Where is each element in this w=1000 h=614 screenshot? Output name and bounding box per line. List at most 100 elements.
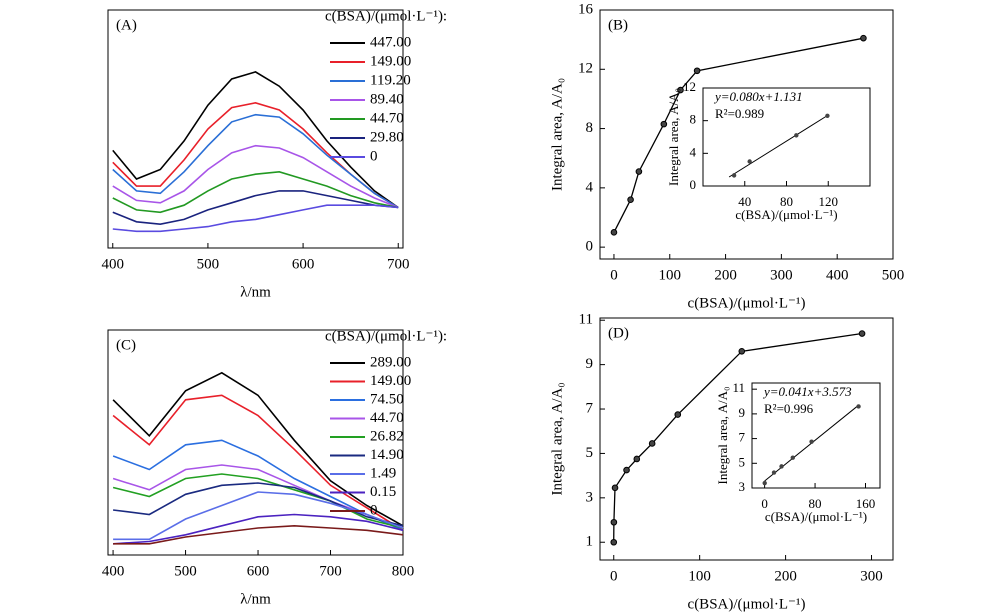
x-axis-title: λ/nm — [240, 284, 271, 300]
data-point — [693, 67, 701, 75]
x-tick-label: 500 — [197, 256, 220, 272]
data-point — [610, 538, 618, 546]
data-point — [660, 120, 668, 128]
plot-frame — [107, 9, 404, 249]
panel-label: (A) — [116, 17, 137, 33]
data-point — [648, 440, 656, 447]
data-point — [633, 455, 641, 463]
inset-point — [856, 404, 861, 409]
x-tick-label: 700 — [387, 256, 410, 272]
legend-title: c(BSA)/(μmol·L⁻¹): — [325, 328, 447, 344]
legend-label: 44.70 — [370, 410, 404, 426]
inset-point — [771, 470, 777, 475]
inset-point — [790, 455, 795, 460]
fit-line — [728, 114, 829, 178]
spectrum-line — [112, 190, 399, 226]
spectrum-line — [112, 170, 399, 214]
panel-label: (B) — [608, 17, 628, 33]
legend-label: 149.00 — [370, 53, 411, 69]
inset-point — [779, 464, 784, 469]
data-point — [610, 229, 618, 236]
panel-label: (C) — [116, 337, 136, 353]
legend-label: 0 — [370, 502, 378, 518]
y-tick-label: 5 — [739, 454, 746, 469]
x-tick-label: 120 — [819, 194, 839, 209]
spectrum-line — [113, 513, 404, 545]
x-tick-label: 400 — [102, 563, 125, 579]
data-point — [858, 330, 866, 337]
x-tick-label: 200 — [774, 568, 797, 584]
x-tick-label: 500 — [882, 267, 905, 283]
plot-frame — [107, 329, 404, 556]
data-point — [627, 196, 634, 204]
inset-point — [809, 439, 814, 444]
legend-title: c(BSA)/(μmol·L⁻¹): — [325, 8, 447, 24]
spectrum-line — [112, 204, 399, 233]
inset-point — [794, 133, 799, 138]
x-tick-label: 600 — [247, 563, 270, 579]
x-tick-label: 80 — [780, 194, 793, 209]
y-tick-label: 5 — [586, 445, 594, 461]
y-tick-label: 3 — [586, 489, 594, 505]
x-tick-label: 800 — [392, 563, 415, 579]
x-tick-label: 100 — [688, 568, 711, 584]
x-tick-label: 0 — [610, 568, 618, 584]
legend-label: 447.00 — [370, 34, 411, 50]
legend-label: 44.70 — [370, 110, 404, 126]
x-tick-label: 500 — [174, 563, 197, 579]
y-tick-label: 7 — [586, 400, 594, 416]
y-tick-label: 9 — [739, 405, 746, 420]
x-tick-label: 300 — [860, 568, 883, 584]
data-point — [623, 466, 630, 474]
y-tick-label: 11 — [579, 312, 593, 328]
y-tick-label: 7 — [739, 430, 746, 445]
plot-frame — [751, 382, 881, 489]
y-tick-label: 0 — [690, 177, 697, 192]
data-point — [635, 168, 643, 175]
x-axis-title: c(BSA)/(μmol·L⁻¹) — [688, 295, 806, 311]
fit-equation: y=0.041x+3.573 — [762, 384, 852, 399]
fit-r2: R²=0.989 — [715, 106, 764, 121]
legend-label: 289.00 — [370, 354, 411, 370]
x-tick-label: 200 — [714, 267, 737, 283]
y-tick-label: 8 — [586, 120, 594, 136]
x-tick-label: 40 — [738, 194, 751, 209]
x-axis-title: c(BSA)/(μmol·L⁻¹) — [765, 509, 867, 524]
y-tick-label: 4 — [586, 179, 594, 195]
inset-point — [825, 113, 830, 118]
x-tick-label: 700 — [319, 563, 342, 579]
legend-label: 0.15 — [370, 484, 396, 500]
data-point — [674, 411, 682, 418]
inset-point — [731, 173, 737, 178]
x-tick-label: 160 — [856, 496, 876, 511]
spectrum-line — [112, 144, 399, 209]
x-axis-title: c(BSA)/(μmol·L⁻¹) — [688, 596, 806, 612]
legend-label: 149.00 — [370, 373, 411, 389]
spectrum-line — [112, 394, 404, 531]
x-tick-label: 100 — [659, 267, 682, 283]
x-tick-label: 0 — [610, 267, 618, 283]
y-tick-label: 3 — [739, 479, 746, 494]
data-point — [677, 86, 684, 94]
data-point — [611, 484, 619, 492]
x-tick-label: 400 — [102, 256, 125, 272]
data-point — [860, 34, 867, 42]
y-tick-label: 12 — [683, 79, 696, 94]
panel-label: (D) — [608, 325, 629, 341]
y-tick-label: 12 — [578, 61, 593, 77]
y-tick-label: 0 — [586, 239, 594, 255]
legend-label: 14.90 — [370, 447, 404, 463]
y-tick-label: 4 — [690, 144, 697, 159]
fit-equation: y=0.080x+1.131 — [713, 89, 803, 104]
x-tick-label: 400 — [826, 267, 849, 283]
spectrum-line — [113, 482, 404, 527]
inset-point — [747, 159, 752, 164]
spectrum-line — [113, 524, 404, 545]
y-axis-title: Integral area, A/A₀ — [715, 386, 730, 484]
inset-point — [762, 480, 767, 486]
plot-frame — [599, 317, 894, 561]
spectrum-line — [112, 71, 399, 209]
legend-label: 29.80 — [370, 129, 404, 145]
y-axis-title: Integral area, A/A₀ — [666, 88, 681, 186]
